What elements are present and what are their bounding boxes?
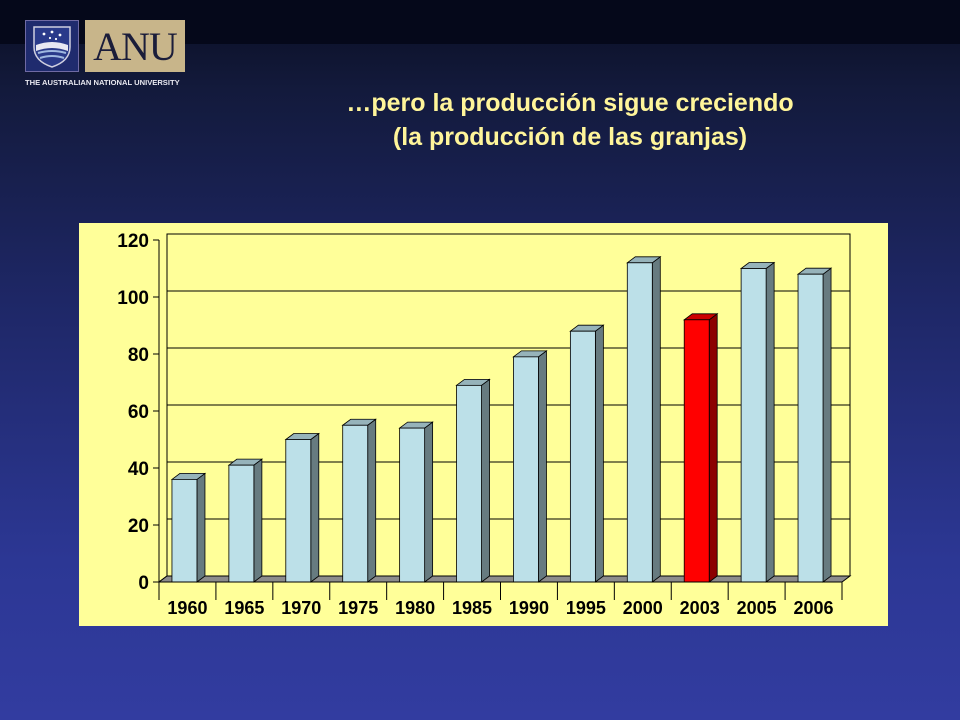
bar-chart: 0 20 40 60 80 100 120 1960 1965 1970 1975 1980 1985 1… bbox=[117, 231, 852, 618]
y-tick-label: 20 bbox=[128, 516, 149, 537]
bar-side-1995 bbox=[594, 324, 604, 583]
chart-panel: 0 20 40 60 80 100 120 1960 1965 1970 1975 1980 1985 1… bbox=[79, 223, 888, 626]
bar-side-1985 bbox=[481, 378, 490, 583]
x-tick-label: 1980 bbox=[395, 598, 435, 618]
bar-side-1970 bbox=[310, 432, 320, 583]
x-tick-label: 1965 bbox=[224, 598, 264, 618]
y-tick-label: 80 bbox=[128, 345, 149, 366]
slide-title-line-2: (la producción de las granjas) bbox=[392, 123, 748, 151]
anu-logo: ANU THE AUSTRALIAN NATIONAL UNIVERSITY bbox=[25, 18, 190, 90]
bar-2006 bbox=[797, 273, 824, 583]
x-tick-label: 1995 bbox=[566, 598, 606, 618]
bar-1985 bbox=[456, 384, 482, 583]
x-tick-label: 2003 bbox=[680, 598, 720, 618]
bar-side-2006 bbox=[822, 267, 832, 583]
x-tick-label: 2000 bbox=[623, 598, 663, 618]
x-tick-label: 2005 bbox=[737, 598, 777, 618]
slide-title: …pero la producción sigue creciendo (la … bbox=[300, 86, 840, 154]
x-tick-label: 1990 bbox=[509, 598, 549, 618]
bar-side-1960 bbox=[196, 472, 206, 583]
bar-1965 bbox=[228, 464, 255, 583]
bar-2005 bbox=[740, 268, 767, 583]
university-name: THE AUSTRALIAN NATIONAL UNIVERSITY bbox=[25, 78, 180, 87]
bar-1990 bbox=[513, 356, 539, 583]
bar-1980 bbox=[399, 427, 426, 583]
y-tick-label: 40 bbox=[128, 459, 149, 480]
slide-title-line-1: …pero la producción sigue creciendo bbox=[346, 89, 794, 117]
bar-side-1990 bbox=[538, 350, 547, 583]
x-tick-label: 2006 bbox=[794, 598, 834, 618]
bar-2003 bbox=[683, 319, 710, 583]
bar-side-2003 bbox=[708, 313, 718, 583]
y-tick-label: 100 bbox=[117, 288, 149, 309]
bar-side-2005 bbox=[765, 261, 775, 583]
anu-wordmark: ANU bbox=[85, 20, 185, 72]
x-tick-label: 1970 bbox=[281, 598, 321, 618]
bar-side-1965 bbox=[253, 458, 263, 583]
bar-side-1975 bbox=[367, 418, 377, 583]
anu-wordmark-text: ANU bbox=[93, 23, 178, 69]
x-tick-label: 1960 bbox=[167, 598, 207, 618]
university-crest-icon bbox=[25, 20, 79, 72]
bar-1975 bbox=[342, 424, 369, 583]
y-tick-label: 60 bbox=[128, 402, 149, 423]
bar-1960 bbox=[171, 478, 198, 583]
bar-1995 bbox=[569, 330, 596, 583]
bar-side-2000 bbox=[651, 255, 661, 583]
y-tick-label: 0 bbox=[138, 573, 149, 594]
x-tick-label: 1975 bbox=[338, 598, 378, 618]
bar-side-1980 bbox=[424, 421, 434, 583]
y-tick-label: 120 bbox=[117, 231, 149, 252]
x-tick-label: 1985 bbox=[452, 598, 492, 618]
bar-2000 bbox=[626, 262, 653, 583]
bar-1970 bbox=[285, 439, 312, 583]
